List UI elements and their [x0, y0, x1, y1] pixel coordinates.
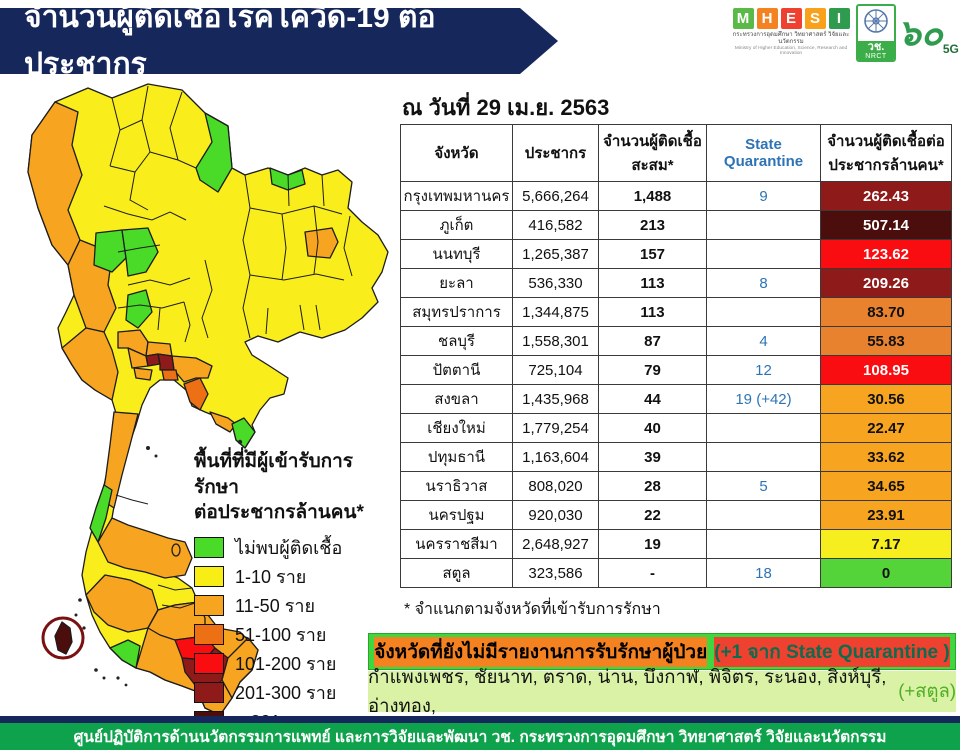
legend-item: 101-200 ราย: [194, 649, 388, 678]
phuket-circle-annotation: [41, 616, 85, 660]
report-date: ณ วันที่ 29 เม.ย. 2563: [402, 95, 610, 120]
legend-item: 201-300 ราย: [194, 678, 388, 707]
col-cases: จำนวนผู้ติดเชื้อ สะสม*: [598, 124, 707, 182]
rate-cell: 23.91: [820, 500, 952, 530]
table-row: สตูล 323,586-18 0: [400, 558, 952, 588]
province-region: [304, 227, 339, 259]
mhesi-letter-tiles: M H E S I: [726, 8, 856, 29]
table-header-row: จังหวัด ประชากร จำนวนผู้ติดเชื้อ สะสม* S…: [400, 124, 952, 182]
province-borders: [103, 85, 353, 609]
legend-swatch-red: [194, 652, 224, 674]
legend-swatch-yellow: [194, 565, 224, 587]
table-row: นราธิวาส 808,020 28 5 34.65: [400, 471, 952, 501]
mhesi-letter: M: [732, 8, 754, 29]
col-quarantine: State Quarantine: [706, 124, 821, 182]
rate-cell: 33.62: [820, 442, 952, 472]
legend-item: ไม่พบผู้ติดเชื้อ: [194, 533, 388, 562]
province-data-table: จังหวัด ประชากร จำนวนผู้ติดเชื้อ สะสม* S…: [400, 124, 952, 588]
nrct-logo: วช. NRCT: [856, 4, 896, 62]
table-row: ปัตตานี 725,104 79 12 108.95: [400, 355, 952, 385]
rate-cell: 209.26: [820, 268, 952, 298]
rate-cell: 108.95: [820, 355, 952, 385]
satun-addition: (+สตูล): [898, 680, 956, 701]
no-case-banner-title: จังหวัดที่ยังไม่มีรายงานการรับรักษาผู้ป่…: [368, 633, 956, 670]
legend-item: 11-50 ราย: [194, 591, 388, 620]
rate-cell: 262.43: [820, 181, 952, 211]
table-row: ภูเก็ต 416,582 213 507.14: [400, 210, 952, 240]
legend-swatch-amber: [194, 594, 224, 616]
no-case-province-list: กำแพงเพชร, ชัยนาท, ตราด, น่าน, บึงกาฬ, พ…: [368, 665, 956, 716]
legend-title: พื้นที่ที่มีผู้เข้ารับการรักษา ต่อประชาก…: [194, 451, 364, 524]
table-row: เชียงใหม่ 1,779,254 40 22.47: [400, 413, 952, 443]
nrct-label: วช. NRCT: [858, 41, 894, 60]
legend-swatch-orange: [194, 623, 224, 645]
footer-bar: ศูนย์ปฏิบัติการด้านนวัตกรรมการแพทย์ และก…: [0, 723, 960, 750]
rate-cell: 55.83: [820, 326, 952, 356]
province-region-bangkok: [157, 353, 175, 371]
mhesi-english-name: Ministry of Higher Education, Science, R…: [734, 46, 848, 57]
table-row: สมุทรปราการ 1,344,875 113 83.70: [400, 297, 952, 327]
province-region: [61, 327, 119, 401]
table-row: นนทบุรี 1,265,387 157 123.62: [400, 239, 952, 269]
province-region-nan: [195, 112, 233, 193]
table-row: สงขลา 1,435,968 44 19 (+42) 30.56: [400, 384, 952, 414]
title-banner: จำนวนผู้ติดเชื้อโรคโควิด-19 ต่อประชากร: [0, 8, 558, 74]
province-region: [101, 411, 139, 509]
legend-swatch-darkred: [194, 681, 224, 703]
province-region: [27, 101, 83, 266]
province-region-chonburi: [183, 377, 209, 411]
col-rate: จำนวนผู้ติดเชื้อต่อ ประชากรล้านคน*: [820, 124, 952, 182]
legend-item: 51-100 ราย: [194, 620, 388, 649]
province-region: [147, 601, 206, 641]
col-province: จังหวัด: [400, 124, 513, 182]
footer-text: ศูนย์ปฏิบัติการด้านนวัตกรรมการแพทย์ และก…: [73, 729, 887, 746]
province-region-phuket: [54, 621, 73, 655]
mhesi-letter: S: [804, 8, 826, 29]
province-region-trat: [231, 417, 256, 449]
legend-swatch-green: [194, 536, 224, 558]
mhesi-thai-name: กระทรวงการอุดมศึกษา วิทยาศาสตร์ วิจัยและ…: [732, 32, 850, 46]
legend-item: 1-10 ราย: [194, 562, 388, 591]
fiveg-label: 5G: [942, 42, 959, 56]
province-region: [161, 369, 179, 381]
table-row: ชลบุรี 1,558,301 87 4 55.83: [400, 326, 952, 356]
mhesi-letter: I: [828, 8, 850, 29]
province-region: [121, 227, 159, 277]
mhesi-letter: H: [756, 8, 778, 29]
rate-cell: 507.14: [820, 210, 952, 240]
island-specks: [74, 439, 248, 720]
province-region: [93, 229, 127, 273]
mhesi-letter: E: [780, 8, 802, 29]
mhesi-logo: M H E S I กระทรวงการอุดมศึกษา วิทยาศาสตร…: [726, 8, 856, 56]
anniversary-5g-logo: ๖๐5G: [898, 8, 959, 62]
island: [171, 543, 181, 557]
rate-cell: 34.65: [820, 471, 952, 501]
rate-cell: 22.47: [820, 413, 952, 443]
map-legend: พื้นที่ที่มีผู้เข้ารับการรักษา ต่อประชาก…: [194, 449, 388, 736]
rate-cell: 83.70: [820, 297, 952, 327]
table-row: กรุงเทพมหานคร 5,666,264 1,488 9 262.43: [400, 181, 952, 211]
state-quarantine-note: (+1 จาก State Quarantine ): [714, 636, 950, 667]
anniversary-numerals: ๖๐: [898, 12, 943, 53]
table-row: ยะลา 536,330 113 8 209.26: [400, 268, 952, 298]
province-region-satun: [109, 639, 141, 669]
table-row: นครปฐม 920,030 22 23.91: [400, 500, 952, 530]
nrct-emblem-icon: [864, 9, 888, 33]
col-population: ประชากร: [512, 124, 599, 182]
rate-cell: 0: [820, 558, 952, 588]
page-title: จำนวนผู้ติดเชื้อโรคโควิด-19 ต่อประชากร: [24, 1, 436, 81]
rate-cell: 123.62: [820, 239, 952, 269]
province-region-ranong: [89, 484, 113, 543]
table-row: นครราชสีมา 2,648,927 19 7.17: [400, 529, 952, 559]
province-region: [125, 289, 153, 329]
table-footnote: * จำแนกตามจังหวัดที่เข้ารับการรักษา: [404, 601, 661, 618]
footer-navy-strip: [0, 716, 960, 723]
table-row: ปทุมธานี 1,163,604 39 33.62: [400, 442, 952, 472]
rate-cell: 30.56: [820, 384, 952, 414]
province-region: [133, 367, 153, 381]
province-region: [97, 517, 193, 579]
rate-cell: 7.17: [820, 529, 952, 559]
